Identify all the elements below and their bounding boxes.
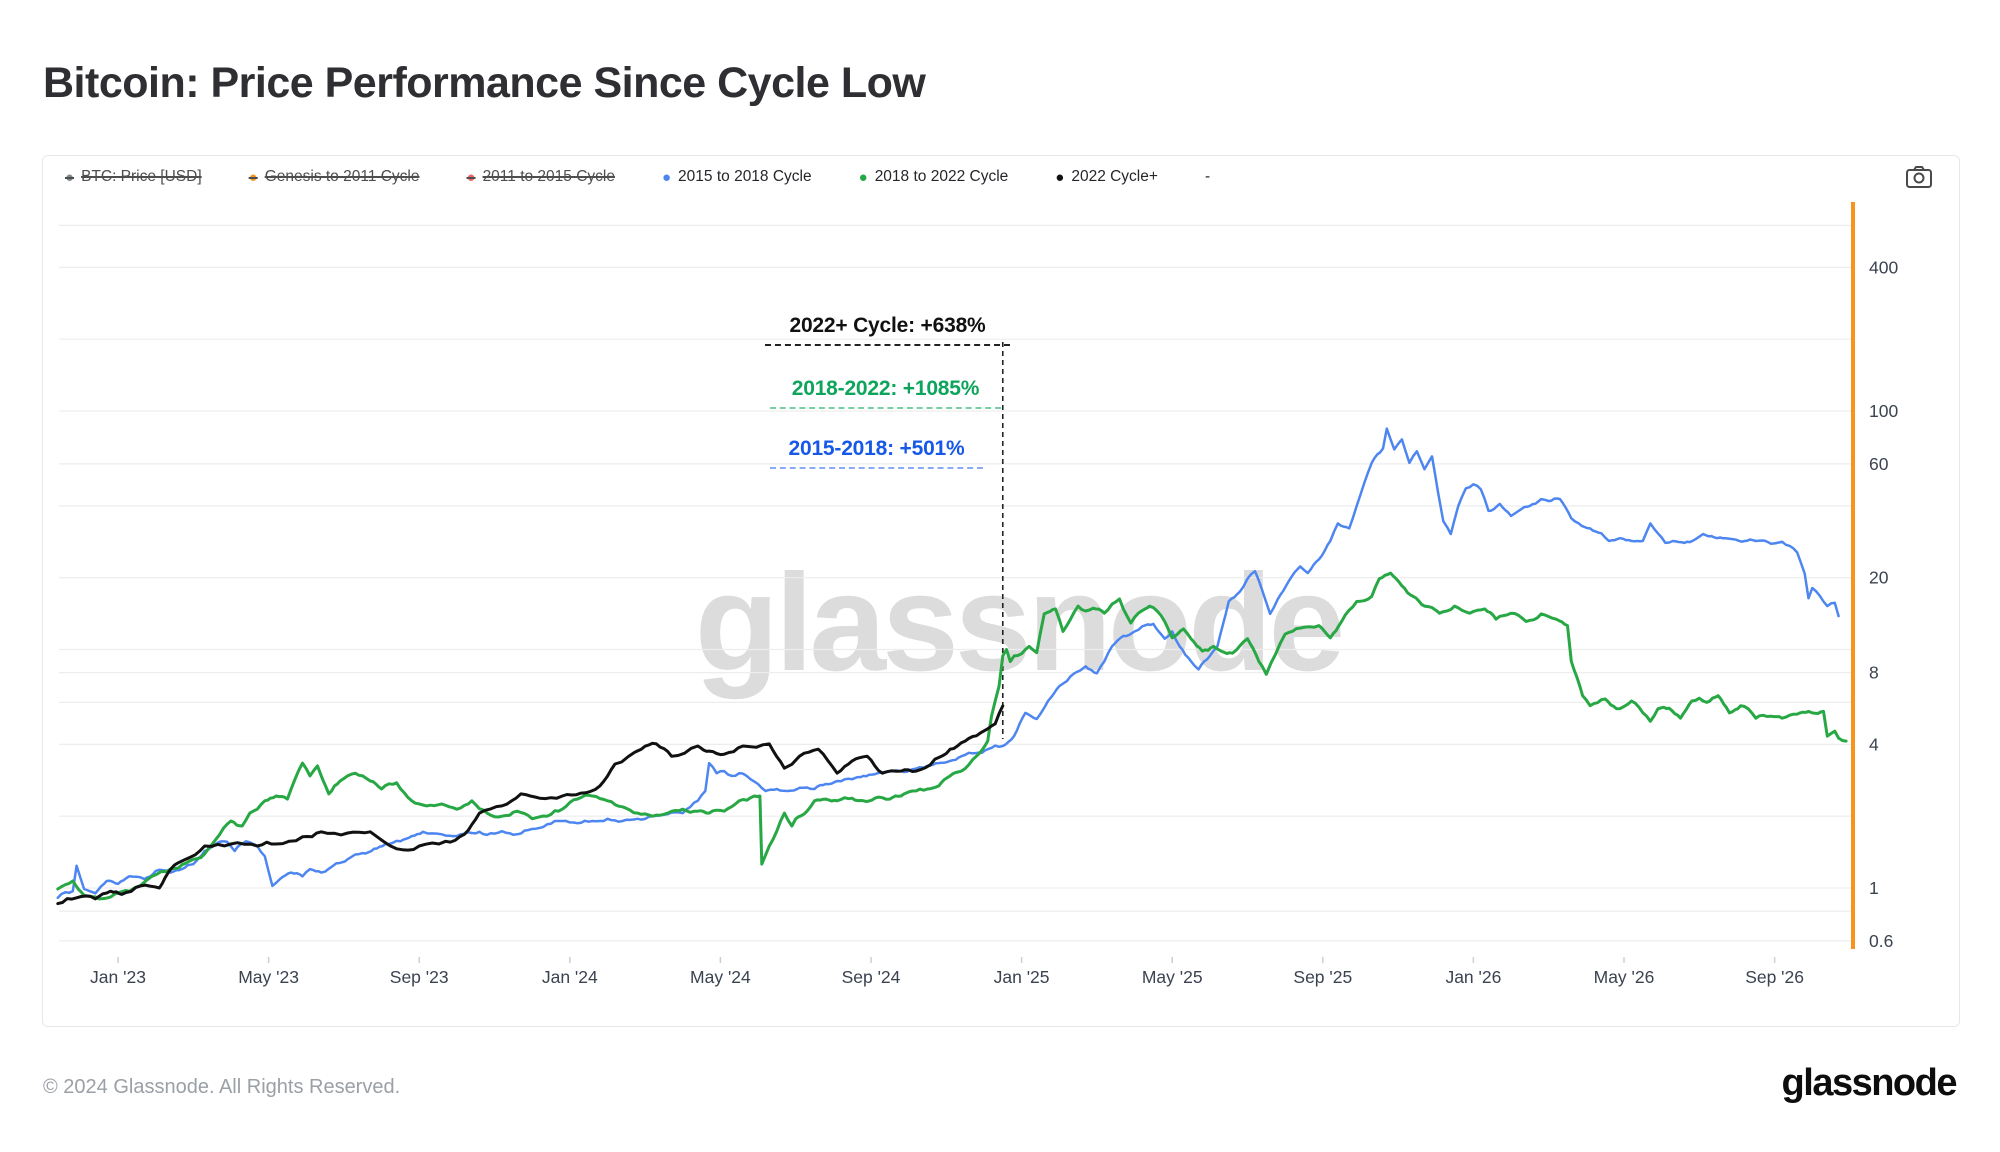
legend-dot: ●: [248, 168, 258, 186]
legend-item-label: -: [1204, 168, 1211, 185]
x-axis-tick: Sep '23: [390, 967, 449, 987]
x-axis-tick: Sep '26: [1745, 967, 1804, 987]
y-axis-tick: 0.6: [1869, 931, 1893, 951]
y-axis-tick: 400: [1869, 257, 1898, 277]
legend-item-[interactable]: -: [1205, 168, 1210, 186]
price-performance-chart: 400 100 60 20 8 4 1 0.6 Jan '23 May '23 Sep '23 Jan…: [56, 202, 1898, 987]
x-axis-tick: Jan '23: [90, 967, 146, 987]
series-line-2018-to-2022-cycle: [56, 571, 1848, 901]
x-axis-tick: Jan '26: [1445, 967, 1501, 987]
series-line-2022-cycle: [56, 704, 1005, 906]
y-axis-tick: 4: [1869, 734, 1879, 754]
annotation-2018-2022-cycle: 2018-2022: +1085%: [770, 377, 1001, 409]
legend-item-label: Genesis to 2011 Cycle: [264, 168, 420, 185]
x-axis-tick: Jan '24: [542, 967, 598, 987]
annotation-2022-cycle: 2022+ Cycle: +638%: [765, 314, 1010, 346]
legend-item-2015-to-2018-cycle[interactable]: ● 2015 to 2018 Cycle: [662, 168, 812, 186]
legend-item-2022-cycle[interactable]: ● 2022 Cycle+: [1055, 168, 1158, 186]
chart-legend: ● BTC: Price [USD] ● Genesis to 2011 Cycle ●…: [65, 168, 1210, 186]
legend-item-label: 2011 to 2015 Cycle: [482, 168, 615, 185]
chart-card: ● BTC: Price [USD] ● Genesis to 2011 Cycle ●…: [42, 155, 1960, 1027]
legend-item-label: 2015 to 2018 Cycle: [678, 168, 812, 185]
legend-dot: ●: [1055, 168, 1065, 186]
copyright-text: © 2024 Glassnode. All Rights Reserved.: [43, 1076, 401, 1098]
legend-dot: ●: [858, 168, 868, 186]
series-line-2015-to-2018-cycle: [56, 427, 1840, 900]
legend-item-label: 2022 Cycle+: [1071, 168, 1158, 185]
y-axis-tick: 8: [1869, 663, 1879, 683]
y-axis-tick: 60: [1869, 454, 1889, 474]
legend-item-genesis-to-2011-cycle[interactable]: ● Genesis to 2011 Cycle: [249, 168, 420, 186]
legend-item-label: 2018 to 2022 Cycle: [874, 168, 1009, 185]
y-axis-tick: 1: [1869, 878, 1879, 898]
y-axis-tick: 100: [1869, 401, 1898, 421]
legend-item-btc-price-usd[interactable]: ● BTC: Price [USD]: [65, 168, 202, 186]
legend-item-label: BTC: Price [USD]: [81, 168, 202, 185]
page-title: Bitcoin: Price Performance Since Cycle L…: [43, 58, 926, 107]
y-axis-tick: 20: [1869, 568, 1889, 588]
x-axis-tick: Jan '25: [994, 967, 1050, 987]
x-axis-tick: May '24: [690, 967, 751, 987]
x-axis-tick: Sep '25: [1293, 967, 1352, 987]
legend-dot: ●: [661, 168, 672, 186]
legend-dot: ●: [65, 168, 75, 186]
camera-icon: [1906, 165, 1932, 188]
legend-dot: ●: [466, 168, 476, 186]
annotation-2015-2018-cycle: 2015-2018: +501%: [770, 437, 983, 469]
x-axis-tick: May '23: [238, 967, 299, 987]
legend-item-2018-to-2022-cycle[interactable]: ● 2018 to 2022 Cycle: [859, 168, 1009, 186]
export-chart-button[interactable]: [1901, 162, 1937, 194]
x-axis-tick: May '26: [1594, 967, 1655, 987]
x-axis-tick: Sep '24: [842, 967, 901, 987]
legend-item-2011-to-2015-cycle[interactable]: ● 2011 to 2015 Cycle: [467, 168, 615, 186]
x-axis-tick: May '25: [1142, 967, 1203, 987]
glassnode-logo: glassnode: [1781, 1062, 1958, 1104]
